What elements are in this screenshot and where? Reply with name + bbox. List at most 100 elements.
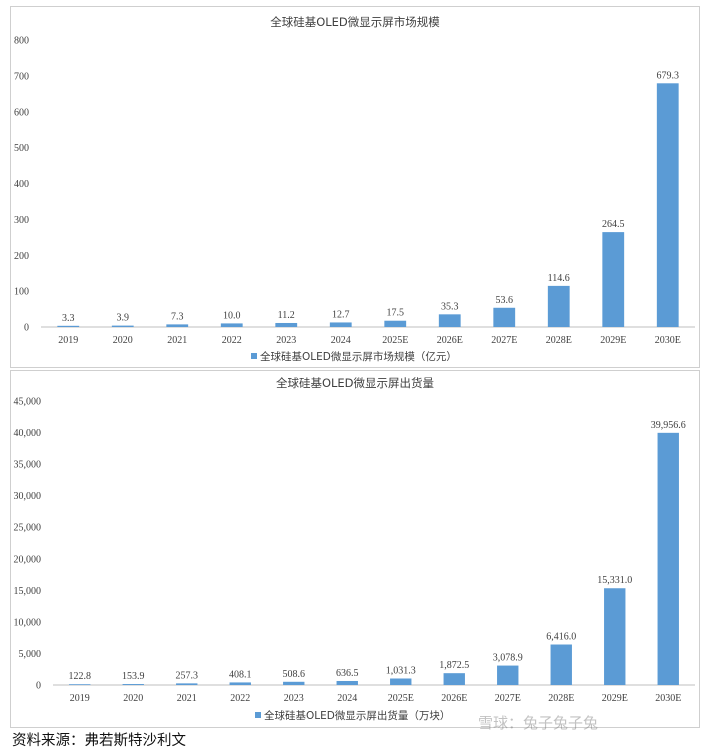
y-tick-label: 35,000 bbox=[14, 460, 42, 471]
y-tick-label: 25,000 bbox=[14, 523, 42, 534]
data-label: 3.3 bbox=[62, 313, 75, 324]
data-label: 17.5 bbox=[387, 308, 405, 319]
y-tick-label: 40,000 bbox=[14, 428, 42, 439]
x-tick-label: 2023 bbox=[276, 335, 296, 346]
y-tick-label: 30,000 bbox=[14, 491, 42, 502]
data-label: 153.9 bbox=[122, 671, 145, 682]
data-label: 10.0 bbox=[223, 310, 241, 321]
y-tick-label: 0 bbox=[24, 323, 29, 334]
x-tick-label: 2021 bbox=[177, 693, 197, 704]
y-tick-label: 45,000 bbox=[14, 397, 42, 408]
bar bbox=[111, 325, 134, 327]
x-tick-label: 2029E bbox=[602, 693, 628, 704]
bar bbox=[229, 682, 251, 685]
x-tick-label: 2027E bbox=[491, 335, 517, 346]
bar bbox=[275, 322, 298, 327]
x-tick-label: 2025E bbox=[382, 335, 408, 346]
bar bbox=[122, 684, 144, 685]
bar bbox=[604, 588, 626, 685]
y-tick-label: 0 bbox=[36, 681, 41, 692]
y-tick-label: 200 bbox=[14, 251, 29, 262]
data-label: 264.5 bbox=[602, 219, 625, 230]
y-tick-label: 700 bbox=[14, 71, 29, 82]
x-tick-label: 2026E bbox=[437, 335, 463, 346]
shipment-chart-svg: 全球硅基OLED微显示屏出货量 0 5,000 10,000 15,000 20,000… bbox=[14, 376, 695, 722]
bar bbox=[390, 678, 412, 685]
bar bbox=[283, 681, 305, 685]
bar bbox=[602, 232, 625, 327]
bar bbox=[438, 314, 461, 327]
bar bbox=[220, 323, 243, 327]
legend-label: 全球硅基OLED微显示屏市场规模（亿元） bbox=[260, 350, 457, 363]
bar bbox=[69, 684, 91, 685]
x-tick-label: 2021 bbox=[167, 335, 187, 346]
x-tick-label: 2022 bbox=[222, 335, 242, 346]
data-label: 53.6 bbox=[496, 295, 514, 306]
chart-title: 全球硅基OLED微显示屏市场规模 bbox=[270, 15, 440, 29]
x-tick-label: 2020 bbox=[113, 335, 133, 346]
chart-title: 全球硅基OLED微显示屏出货量 bbox=[276, 376, 434, 390]
bar bbox=[176, 683, 198, 685]
legend-label: 全球硅基OLED微显示屏出货量（万块） bbox=[264, 709, 450, 722]
y-tick-label: 15,000 bbox=[14, 586, 42, 597]
data-label: 114.6 bbox=[548, 273, 570, 284]
data-label: 35.3 bbox=[441, 301, 459, 312]
legend-swatch bbox=[251, 353, 257, 359]
x-tick-label: 2030E bbox=[655, 335, 681, 346]
y-tick-label: 500 bbox=[14, 143, 29, 154]
x-tick-label: 2024 bbox=[331, 335, 351, 346]
data-label: 7.3 bbox=[171, 311, 184, 322]
bar bbox=[329, 322, 352, 327]
x-tick-label: 2019 bbox=[70, 693, 90, 704]
data-label: 3.9 bbox=[117, 313, 130, 324]
market-size-chart-svg: 全球硅基OLED微显示屏市场规模 0 100 200 300 400 500 600 700 8… bbox=[14, 15, 695, 363]
x-tick-label: 2027E bbox=[495, 693, 521, 704]
y-tick-label: 20,000 bbox=[14, 554, 42, 565]
data-label: 679.3 bbox=[657, 70, 680, 81]
data-label: 1,872.5 bbox=[439, 660, 469, 671]
bar bbox=[656, 83, 679, 328]
x-tick-label: 2024 bbox=[337, 693, 357, 704]
y-tick-label: 300 bbox=[14, 215, 29, 226]
bar bbox=[443, 673, 465, 685]
data-label: 11.2 bbox=[278, 310, 295, 321]
data-label: 15,331.0 bbox=[597, 575, 632, 586]
x-tick-label: 2026E bbox=[441, 693, 467, 704]
bar bbox=[550, 644, 572, 685]
x-tick-label: 2022 bbox=[230, 693, 250, 704]
bar bbox=[547, 285, 570, 327]
bar bbox=[57, 325, 80, 327]
market-size-chart: 全球硅基OLED微显示屏市场规模 0 100 200 300 400 500 600 700 8… bbox=[10, 6, 700, 368]
x-tick-label: 2028E bbox=[548, 693, 574, 704]
y-tick-label: 100 bbox=[14, 287, 29, 298]
source-note: 资料来源：弗若斯特沙利文 bbox=[12, 733, 186, 749]
y-tick-label: 400 bbox=[14, 179, 29, 190]
data-label: 508.6 bbox=[283, 669, 306, 680]
watermark: 雪球：兔子兔子兔 bbox=[478, 714, 599, 732]
legend-swatch bbox=[255, 712, 261, 718]
x-tick-label: 2019 bbox=[58, 335, 78, 346]
bar bbox=[166, 324, 189, 327]
y-tick-label: 800 bbox=[14, 36, 29, 47]
x-tick-label: 2030E bbox=[655, 693, 681, 704]
bar bbox=[497, 665, 519, 685]
bar bbox=[657, 432, 679, 685]
bar bbox=[493, 307, 516, 327]
bar bbox=[384, 320, 407, 327]
x-tick-label: 2028E bbox=[546, 335, 572, 346]
data-label: 636.5 bbox=[336, 668, 359, 679]
x-tick-label: 2029E bbox=[600, 335, 626, 346]
data-label: 3,078.9 bbox=[493, 653, 523, 664]
x-tick-label: 2020 bbox=[123, 693, 143, 704]
shipment-chart: 全球硅基OLED微显示屏出货量 0 5,000 10,000 15,000 20,000… bbox=[10, 370, 700, 728]
data-label: 1,031.3 bbox=[386, 665, 416, 676]
data-label: 122.8 bbox=[69, 671, 92, 682]
x-tick-label: 2025E bbox=[388, 693, 414, 704]
bar bbox=[336, 680, 358, 685]
y-tick-label: 600 bbox=[14, 107, 29, 118]
y-tick-label: 5,000 bbox=[19, 649, 42, 660]
y-tick-label: 10,000 bbox=[14, 617, 42, 628]
data-label: 6,416.0 bbox=[546, 632, 576, 643]
data-label: 257.3 bbox=[176, 670, 199, 681]
x-tick-label: 2023 bbox=[284, 693, 304, 704]
